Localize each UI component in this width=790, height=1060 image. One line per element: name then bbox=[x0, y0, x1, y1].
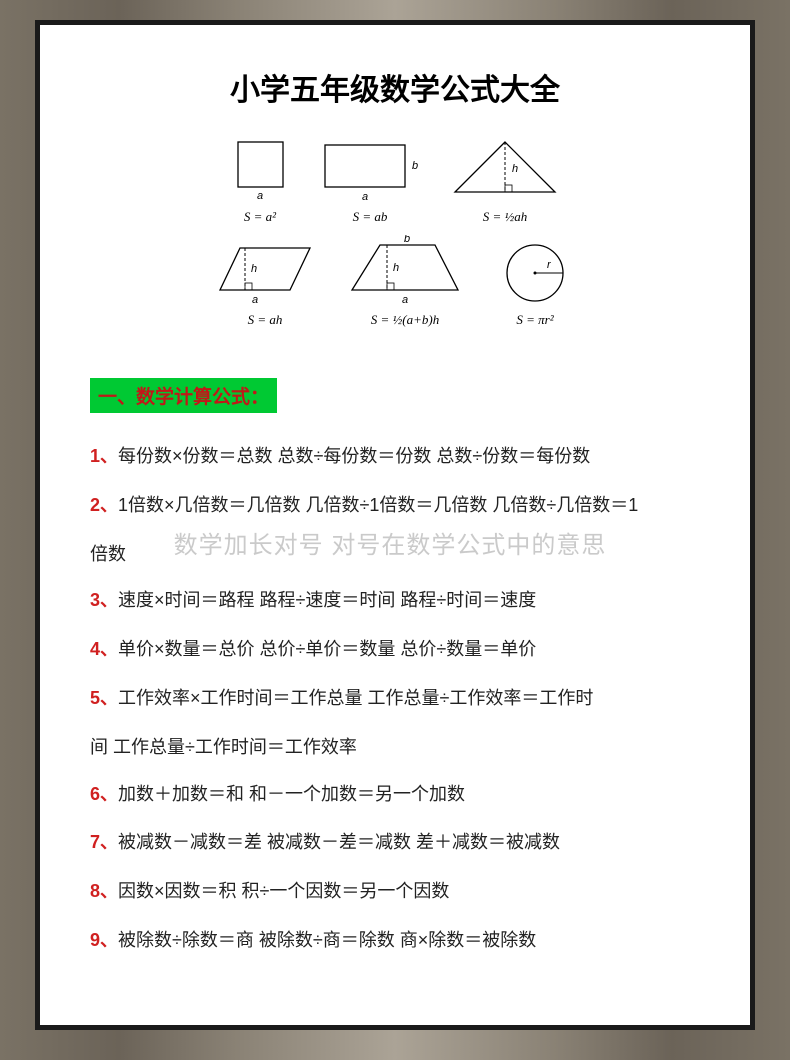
svg-text:a: a bbox=[257, 190, 263, 202]
svg-text:b: b bbox=[412, 160, 418, 172]
item-text: 加数＋加数＝和 和－一个加数＝另一个加数 bbox=[118, 784, 465, 804]
shapes-row-1: a S = a² a b S = ab h bbox=[230, 137, 560, 225]
shape-rectangle: a b S = ab bbox=[320, 137, 420, 225]
item-number: 4、 bbox=[90, 639, 118, 659]
svg-text:b: b bbox=[404, 235, 410, 245]
page-title: 小学五年级数学公式大全 bbox=[90, 65, 700, 109]
trapezoid-formula: S = ½(a+b)h bbox=[371, 312, 439, 328]
item-number: 7、 bbox=[90, 832, 118, 852]
list-item: 9、被除数÷除数＝商 被除数÷商＝除数 商×除数＝被除数 bbox=[90, 917, 700, 964]
list-item: 8、因数×因数＝积 积÷一个因数＝另一个因数 bbox=[90, 868, 700, 915]
parallelogram-formula: S = ah bbox=[248, 312, 283, 328]
item-number: 1、 bbox=[90, 446, 118, 466]
document-page: 小学五年级数学公式大全 a S = a² a b S = ab bbox=[35, 20, 755, 1030]
svg-text:a: a bbox=[402, 294, 408, 306]
item-number: 3、 bbox=[90, 590, 118, 610]
shape-trapezoid: b a h S = ½(a+b)h bbox=[345, 235, 465, 328]
shape-circle: r S = πr² bbox=[495, 240, 575, 328]
list-item: 7、被减数－减数＝差 被减数－差＝减数 差＋减数＝被减数 bbox=[90, 819, 700, 866]
svg-text:a: a bbox=[362, 191, 368, 203]
svg-text:h: h bbox=[512, 163, 518, 175]
item-text: 因数×因数＝积 积÷一个因数＝另一个因数 bbox=[118, 881, 449, 901]
list-item: 3、速度×时间＝路程 路程÷速度＝时间 路程÷时间＝速度 bbox=[90, 577, 700, 624]
item-number: 5、 bbox=[90, 688, 118, 708]
rectangle-formula: S = ab bbox=[353, 209, 388, 225]
item-number: 2、 bbox=[90, 495, 118, 515]
list-item: 6、加数＋加数＝和 和－一个加数＝另一个加数 bbox=[90, 771, 700, 818]
svg-text:a: a bbox=[252, 294, 258, 306]
item-text: 每份数×份数＝总数 总数÷每份数＝份数 总数÷份数＝每份数 bbox=[118, 446, 590, 466]
shape-triangle: h S = ½ah bbox=[450, 137, 560, 225]
rectangle-icon: a b bbox=[320, 137, 420, 207]
item-text: 速度×时间＝路程 路程÷速度＝时间 路程÷时间＝速度 bbox=[118, 590, 536, 610]
shape-parallelogram: h a S = ah bbox=[215, 240, 315, 328]
item-text: 被除数÷除数＝商 被除数÷商＝除数 商×除数＝被除数 bbox=[118, 930, 536, 950]
item-number: 9、 bbox=[90, 930, 118, 950]
item-text: 被减数－减数＝差 被减数－差＝减数 差＋减数＝被减数 bbox=[118, 832, 560, 852]
shape-square: a S = a² bbox=[230, 137, 290, 225]
item-text: 1倍数×几倍数＝几倍数 几倍数÷1倍数＝几倍数 几倍数÷几倍数＝1 bbox=[118, 495, 638, 515]
list-item-continuation: 间 工作总量÷工作时间＝工作效率 bbox=[90, 724, 700, 771]
trapezoid-icon: b a h bbox=[345, 235, 465, 310]
list-item: 2、1倍数×几倍数＝几倍数 几倍数÷1倍数＝几倍数 几倍数÷几倍数＝1 bbox=[90, 482, 700, 529]
svg-text:r: r bbox=[547, 259, 552, 271]
parallelogram-icon: h a bbox=[215, 240, 315, 310]
square-icon: a bbox=[230, 137, 290, 207]
list-item: 1、每份数×份数＝总数 总数÷每份数＝份数 总数÷份数＝每份数 bbox=[90, 433, 700, 480]
item-number: 6、 bbox=[90, 784, 118, 804]
list-item: 4、单价×数量＝总价 总价÷单价＝数量 总价÷数量＝单价 bbox=[90, 626, 700, 673]
shapes-diagram: a S = a² a b S = ab h bbox=[90, 137, 700, 338]
shapes-row-2: h a S = ah b a h S = ½(a+b)h bbox=[215, 235, 575, 328]
circle-icon: r bbox=[495, 240, 575, 310]
list-item: 5、工作效率×工作时间＝工作总量 工作总量÷工作效率＝工作时 bbox=[90, 675, 700, 722]
svg-text:h: h bbox=[393, 262, 399, 274]
list-item-continuation: 倍数 bbox=[90, 531, 700, 578]
square-formula: S = a² bbox=[244, 209, 276, 225]
item-text: 单价×数量＝总价 总价÷单价＝数量 总价÷数量＝单价 bbox=[118, 639, 536, 659]
section-header: 一、数学计算公式： bbox=[90, 378, 277, 413]
circle-formula: S = πr² bbox=[516, 312, 553, 328]
item-text: 工作效率×工作时间＝工作总量 工作总量÷工作效率＝工作时 bbox=[118, 688, 593, 708]
triangle-formula: S = ½ah bbox=[483, 209, 528, 225]
svg-text:h: h bbox=[251, 263, 257, 275]
item-number: 8、 bbox=[90, 881, 118, 901]
formula-list: 1、每份数×份数＝总数 总数÷每份数＝份数 总数÷份数＝每份数 2、1倍数×几倍… bbox=[90, 433, 700, 964]
triangle-icon: h bbox=[450, 137, 560, 207]
